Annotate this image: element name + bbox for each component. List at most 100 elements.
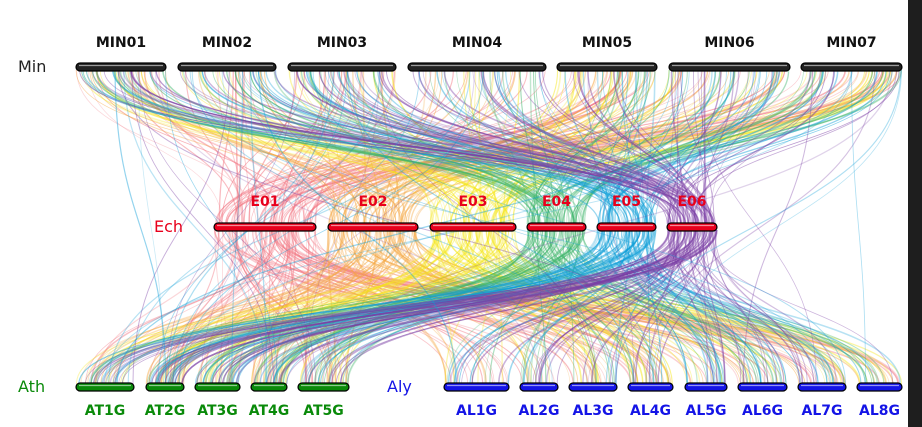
synteny-link <box>669 229 804 385</box>
synteny-link <box>714 229 803 385</box>
synteny-link <box>254 229 606 385</box>
synteny-link <box>381 69 687 225</box>
synteny-link <box>455 229 754 385</box>
synteny-link <box>415 69 868 225</box>
synteny-link <box>478 229 599 385</box>
synteny-link <box>562 69 750 225</box>
min-chromosome-bar-5 <box>556 62 658 72</box>
synteny-link <box>271 229 707 385</box>
synteny-link <box>118 229 703 385</box>
synteny-link <box>137 69 306 225</box>
synteny-link <box>158 229 700 385</box>
synteny-link <box>234 69 239 225</box>
synteny-link <box>328 229 530 385</box>
synteny-link <box>463 229 532 385</box>
aly-chromosome-label-3: AL3G <box>573 403 614 419</box>
synteny-link <box>305 69 648 225</box>
synteny-link <box>283 229 532 385</box>
synteny-link <box>596 69 626 225</box>
synteny-link <box>96 69 297 225</box>
synteny-link <box>582 229 673 385</box>
synteny-link <box>164 229 371 385</box>
synteny-link <box>397 229 839 385</box>
synteny-link <box>94 229 439 385</box>
synteny-link <box>338 69 648 225</box>
synteny-link <box>266 229 653 385</box>
synteny-link <box>269 229 289 385</box>
synteny-link <box>462 229 833 385</box>
synteny-link <box>114 229 605 385</box>
synteny-link <box>391 229 704 385</box>
chromosome-bars <box>75 62 903 392</box>
synteny-link <box>243 69 335 225</box>
synteny-link <box>575 69 651 225</box>
synteny-link <box>307 69 641 225</box>
min-chromosome-label-3: MIN03 <box>317 35 367 51</box>
synteny-link <box>347 69 685 225</box>
synteny-link <box>488 229 842 385</box>
synteny-link <box>332 229 487 385</box>
synteny-link <box>278 229 687 385</box>
synteny-link <box>418 69 648 225</box>
synteny-link <box>218 69 491 225</box>
synteny-link <box>471 229 686 385</box>
synteny-link <box>338 229 447 385</box>
min-chromosome-label-1: MIN01 <box>96 35 146 51</box>
ech-chromosome-bar-1 <box>213 222 317 232</box>
synteny-link <box>280 229 698 385</box>
synteny-link <box>199 229 294 385</box>
synteny-link <box>160 229 510 385</box>
synteny-link <box>309 69 486 225</box>
synteny-link <box>259 229 846 385</box>
synteny-link <box>551 229 782 385</box>
synteny-link <box>303 69 363 225</box>
synteny-link <box>128 69 542 225</box>
synteny-link <box>600 229 722 385</box>
synteny-link <box>252 229 262 385</box>
synteny-link <box>223 229 699 385</box>
synteny-link <box>561 229 597 385</box>
synteny-link <box>405 69 729 225</box>
synteny-link <box>222 229 705 385</box>
synteny-link <box>376 69 609 225</box>
synteny-link <box>114 69 563 225</box>
synteny-link <box>644 69 768 225</box>
synteny-link <box>550 229 718 385</box>
synteny-link <box>603 229 688 385</box>
synteny-link <box>280 229 330 385</box>
synteny-link <box>465 69 562 225</box>
synteny-link <box>503 69 521 225</box>
synteny-link <box>649 69 732 225</box>
min-chromosome-label-5: MIN05 <box>582 35 632 51</box>
synteny-link <box>177 229 585 385</box>
synteny-link <box>478 69 566 225</box>
synteny-link <box>469 229 649 385</box>
synteny-link <box>177 229 382 385</box>
synteny-link <box>307 229 682 385</box>
synteny-link <box>443 69 710 225</box>
synteny-link <box>458 229 643 385</box>
synteny-link <box>391 69 502 225</box>
synteny-link <box>227 229 405 385</box>
synteny-link <box>327 229 381 385</box>
synteny-link <box>531 229 611 385</box>
aly-chromosome-bar-8 <box>856 382 903 392</box>
synteny-link <box>566 229 769 385</box>
synteny-link <box>279 229 692 385</box>
synteny-link <box>95 69 471 225</box>
species-label-ath: Ath <box>18 377 45 396</box>
synteny-link <box>537 229 631 385</box>
synteny-link <box>177 229 392 385</box>
synteny-link <box>475 229 644 385</box>
synteny-link <box>270 229 372 385</box>
synteny-link <box>611 229 862 385</box>
ech-chromosome-bar-3 <box>429 222 517 232</box>
synteny-link <box>538 229 676 385</box>
synteny-link <box>647 229 787 385</box>
synteny-link <box>223 229 558 385</box>
synteny-link <box>484 229 546 385</box>
synteny-link <box>352 69 850 225</box>
synteny-link <box>527 229 845 385</box>
synteny-link <box>282 229 748 385</box>
synteny-link <box>705 229 742 385</box>
